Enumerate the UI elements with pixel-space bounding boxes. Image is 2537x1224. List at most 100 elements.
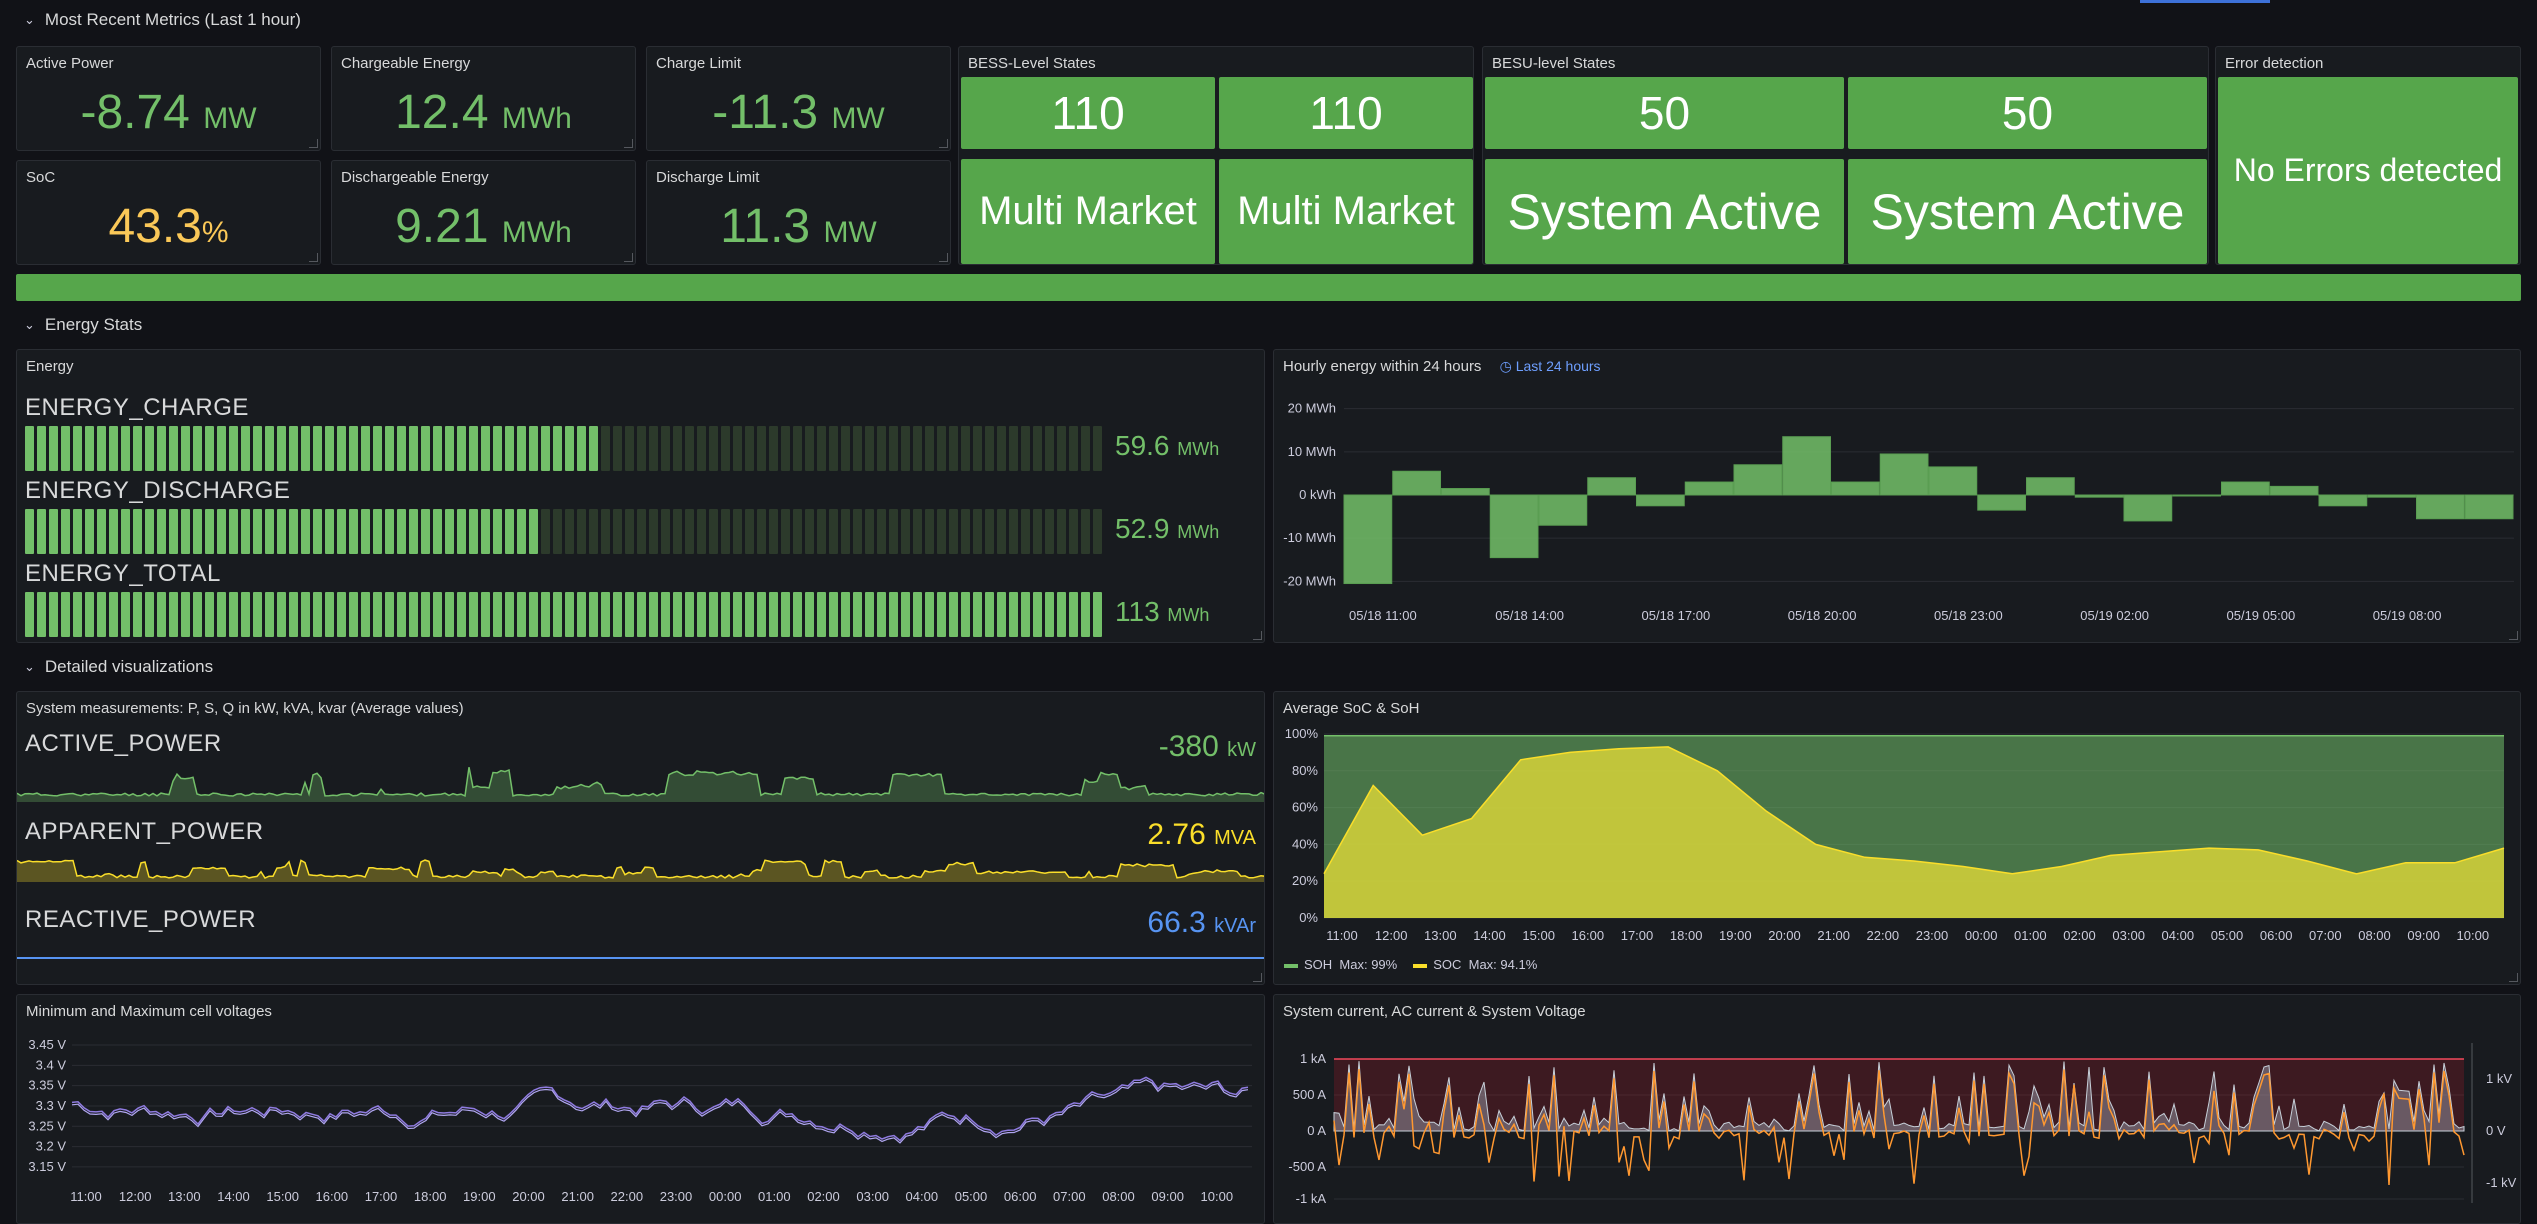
panel-title: Chargeable Energy (341, 55, 471, 72)
x-tick-label: 14:00 (217, 1189, 250, 1204)
stat-value: 9.21 MWh (395, 200, 572, 253)
stat-value: 11.3 MW (720, 200, 877, 253)
x-tick-label: 15:00 (1522, 928, 1555, 943)
gauge-cell (445, 509, 454, 554)
gauge-cell (217, 426, 226, 471)
gauge-cell (745, 426, 754, 471)
gauge-cell (637, 509, 646, 554)
gauge-cell (661, 426, 670, 471)
y-tick-label-left: -500 A (1288, 1159, 1326, 1174)
gauge-cell (1081, 509, 1090, 554)
gauge-cell (553, 426, 562, 471)
gauge-cell (517, 592, 526, 637)
hourly-bar (1636, 494, 1685, 507)
panel-title: Discharge Limit (656, 169, 760, 186)
gauge-cell (481, 426, 490, 471)
x-tick-label: 03:00 (2112, 928, 2145, 943)
x-tick-label: 00:00 (709, 1189, 742, 1204)
y-tick-label-left: -1 kA (1296, 1191, 1327, 1206)
row-title-recent: Most Recent Metrics (Last 1 hour) (44, 10, 301, 29)
y-tick-label: 0% (1299, 910, 1318, 925)
gauge-cell (37, 509, 46, 554)
gauge-cell (577, 592, 586, 637)
gauge-cell (757, 426, 766, 471)
energy-discharge-label: ENERGY_DISCHARGE (25, 477, 291, 504)
gauge-cell (241, 509, 250, 554)
gauge-cell (133, 426, 142, 471)
x-tick-label: 09:00 (1151, 1189, 1184, 1204)
gauge-cell (205, 592, 214, 637)
hourly-bar (1587, 477, 1636, 496)
panel-title: Active Power (26, 55, 114, 72)
row-recent-metrics[interactable]: ⌄ Most Recent Metrics (Last 1 hour) (24, 10, 301, 30)
stat-value: 12.4 MWh (395, 86, 572, 139)
x-tick-label: 23:00 (660, 1189, 693, 1204)
gauge-cell (649, 426, 658, 471)
gauge-cell (61, 426, 70, 471)
stat-value: -11.3 MW (712, 86, 885, 139)
gauge-cell (589, 509, 598, 554)
x-tick-label: 11:00 (1326, 928, 1358, 943)
panel-title: System measurements: P, S, Q in kW, kVA,… (26, 700, 464, 717)
gauge-cell (109, 426, 118, 471)
gauge-cell (301, 509, 310, 554)
time-range-badge[interactable]: ◷ Last 24 hours (1499, 358, 1601, 374)
sparkline-area (17, 860, 1264, 882)
x-tick-label: 19:00 (463, 1189, 496, 1204)
gauge-cell (685, 509, 694, 554)
soc-soh-panel: Average SoC & SoH 0% 20% 40% 60% 80% 100% 11:0… (1273, 691, 2521, 985)
x-tick-label: 19:00 (1719, 928, 1752, 943)
gauge-cell (625, 509, 634, 554)
x-tick-label: 20:00 (512, 1189, 545, 1204)
x-tick-label: 00:00 (1965, 928, 1998, 943)
gauge-cell (985, 426, 994, 471)
error-status: No Errors detected (2218, 77, 2518, 264)
row-energy-stats[interactable]: ⌄ Energy Stats (24, 315, 142, 335)
energy-panel: Energy ENERGY_CHARGE 59.6 MWh ENERGY_DIS… (16, 349, 1265, 643)
x-tick-label: 18:00 (414, 1189, 447, 1204)
gauge-cell (325, 592, 334, 637)
gauge-cell (529, 592, 538, 637)
gauge-cell (133, 509, 142, 554)
gauge-cell (853, 592, 862, 637)
gauge-cell (145, 509, 154, 554)
hourly-bar (2221, 481, 2270, 496)
stat-active-power: Active Power -8.74 MW (16, 46, 321, 151)
hourly-bar (2123, 494, 2173, 522)
max-voltage-line (71, 1076, 1249, 1142)
gauge-cell (145, 592, 154, 637)
y-tick-label: 20% (1292, 873, 1318, 888)
gauge-cell (709, 426, 718, 471)
y-tick-label-left: 1 kA (1300, 1051, 1326, 1066)
hourly-bar (1489, 494, 1539, 559)
y-tick-label: 3.15 V (28, 1159, 66, 1174)
top-button-partial[interactable] (2140, 0, 2270, 3)
x-tick-label: 03:00 (856, 1189, 889, 1204)
gauge-cell (601, 509, 610, 554)
x-tick-label: 05:00 (955, 1189, 988, 1204)
stat-value: 43.3% (108, 200, 229, 253)
cell-voltage-panel: Minimum and Maximum cell voltages 3.15 V… (16, 994, 1265, 1224)
legend-soc[interactable]: SOC Max: 94.1% (1413, 957, 1537, 972)
y-tick-label-left: 0 A (1307, 1123, 1326, 1138)
gauge-cell (1081, 426, 1090, 471)
gauge-cell (661, 592, 670, 637)
gauge-cell (121, 592, 130, 637)
y-tick-label: 80% (1292, 763, 1318, 778)
gauge-cell (925, 509, 934, 554)
gauge-cell (949, 509, 958, 554)
x-tick-label: 10:00 (1201, 1189, 1234, 1204)
gauge-cell (829, 509, 838, 554)
row-detailed[interactable]: ⌄ Detailed visualizations (24, 657, 213, 677)
gauge-cell (181, 426, 190, 471)
x-tick-label: 05/18 17:00 (1642, 608, 1711, 623)
y-tick-label: 3.3 V (36, 1098, 67, 1113)
legend-soh[interactable]: SOH Max: 99% (1284, 957, 1397, 972)
hourly-bar (2026, 477, 2075, 496)
gauge-cell (265, 509, 274, 554)
gauge-cell (577, 426, 586, 471)
gauge-cell (241, 592, 250, 637)
chevron-down-icon: ⌄ (24, 659, 35, 674)
hourly-bar (2367, 494, 2416, 498)
gauge-cell (997, 509, 1006, 554)
